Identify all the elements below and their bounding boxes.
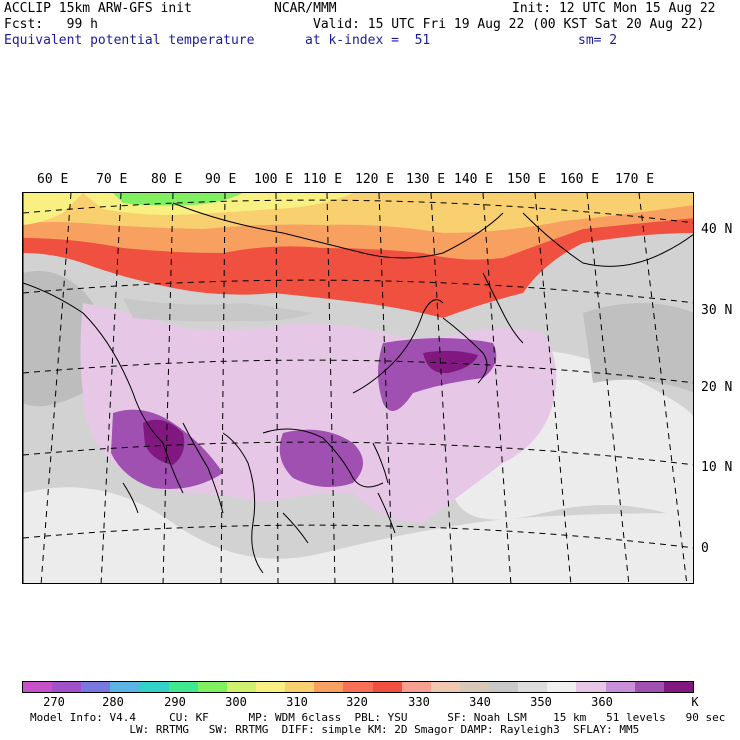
colorbar-swatch (285, 682, 315, 692)
colorbar-swatch (518, 682, 548, 692)
colorbar-swatch (110, 682, 140, 692)
light-field-region (23, 487, 693, 583)
model-title: ACCLIP 15km ARW-GFS init (4, 1, 192, 16)
model-physics: LW: RRTMG SW: RRTMG DIFF: simple KM: 2D … (30, 723, 640, 736)
colorbar-swatch (576, 682, 606, 692)
lon-label: 130 E (406, 172, 446, 187)
colorbar-tick: 280 (102, 695, 124, 709)
grey-field-region (583, 303, 693, 393)
colorbar-tick: 310 (286, 695, 308, 709)
colorbar-swatch (226, 682, 256, 692)
colorbar-tick: 330 (408, 695, 430, 709)
colorbar-swatch (663, 682, 693, 692)
colorbar-swatch (343, 682, 373, 692)
colorbar-swatch (52, 682, 82, 692)
colorbar-tick: 270 (43, 695, 65, 709)
lon-label: 160 E (560, 172, 600, 187)
colorbar-swatch (489, 682, 519, 692)
colorbar-swatch (401, 682, 431, 692)
colorbar-swatch (459, 682, 489, 692)
graticule (23, 193, 693, 583)
lat-label: 20 N (701, 380, 733, 395)
level-label: at k-index = 51 (305, 33, 431, 48)
lat-label: 30 N (701, 303, 733, 318)
colorbar-swatch (139, 682, 169, 692)
colorbar-tick: 340 (469, 695, 491, 709)
colorbar-swatch (81, 682, 111, 692)
colorbar-swatch (547, 682, 577, 692)
lon-label: 140 E (454, 172, 494, 187)
lon-label: 90 E (205, 172, 237, 187)
lon-label: 70 E (96, 172, 128, 187)
peak-moist-region (143, 419, 185, 465)
lon-label: 170 E (615, 172, 655, 187)
colorbar-tick: 360 (591, 695, 613, 709)
grey-field-region (23, 271, 93, 407)
model-info: Model Info: V4.4 CU: KF MP: WDM 6class P… (30, 711, 726, 724)
cool-band (23, 193, 83, 225)
lat-label: 40 N (701, 222, 733, 237)
colorbar-swatch (256, 682, 286, 692)
forecast-hour: Fcst: 99 h (4, 17, 98, 32)
lon-label: 150 E (507, 172, 547, 187)
valid-time: Valid: 15 UTC Fri 19 Aug 22 (00 KST Sat … (313, 17, 705, 32)
lat-label: 0 (701, 541, 709, 556)
colorbar-tick: 350 (530, 695, 552, 709)
colorbar-swatch (168, 682, 198, 692)
organization-label: NCAR/MMM (274, 1, 337, 16)
lon-label: 80 E (151, 172, 183, 187)
deep-moist-region (279, 429, 363, 487)
colorbar-swatch (634, 682, 664, 692)
field-name: Equivalent potential temperature (4, 33, 255, 48)
peak-moist-region (423, 350, 478, 374)
colorbar-swatch (430, 682, 460, 692)
lat-label: 10 N (701, 460, 733, 475)
colorbar-swatch (605, 682, 635, 692)
colorbar-unit: K (691, 695, 699, 709)
colorbar-swatch (197, 682, 227, 692)
lon-label: 100 E (254, 172, 294, 187)
colorbar-tick: 290 (164, 695, 186, 709)
coastlines (23, 193, 693, 583)
colorbar-tick: 320 (346, 695, 368, 709)
lon-label: 110 E (303, 172, 343, 187)
colorbar-tick: 300 (225, 695, 247, 709)
lon-label: 120 E (355, 172, 395, 187)
colorbar-swatch (23, 682, 53, 692)
weather-map (22, 192, 694, 584)
colorbar-swatch (314, 682, 344, 692)
init-time: Init: 12 UTC Mon 15 Aug 22 (512, 1, 716, 16)
lon-label: 60 E (37, 172, 69, 187)
colorbar (22, 681, 694, 693)
cool-band (113, 193, 243, 206)
smoothing-label: sm= 2 (578, 33, 618, 48)
colorbar-swatch (372, 682, 402, 692)
